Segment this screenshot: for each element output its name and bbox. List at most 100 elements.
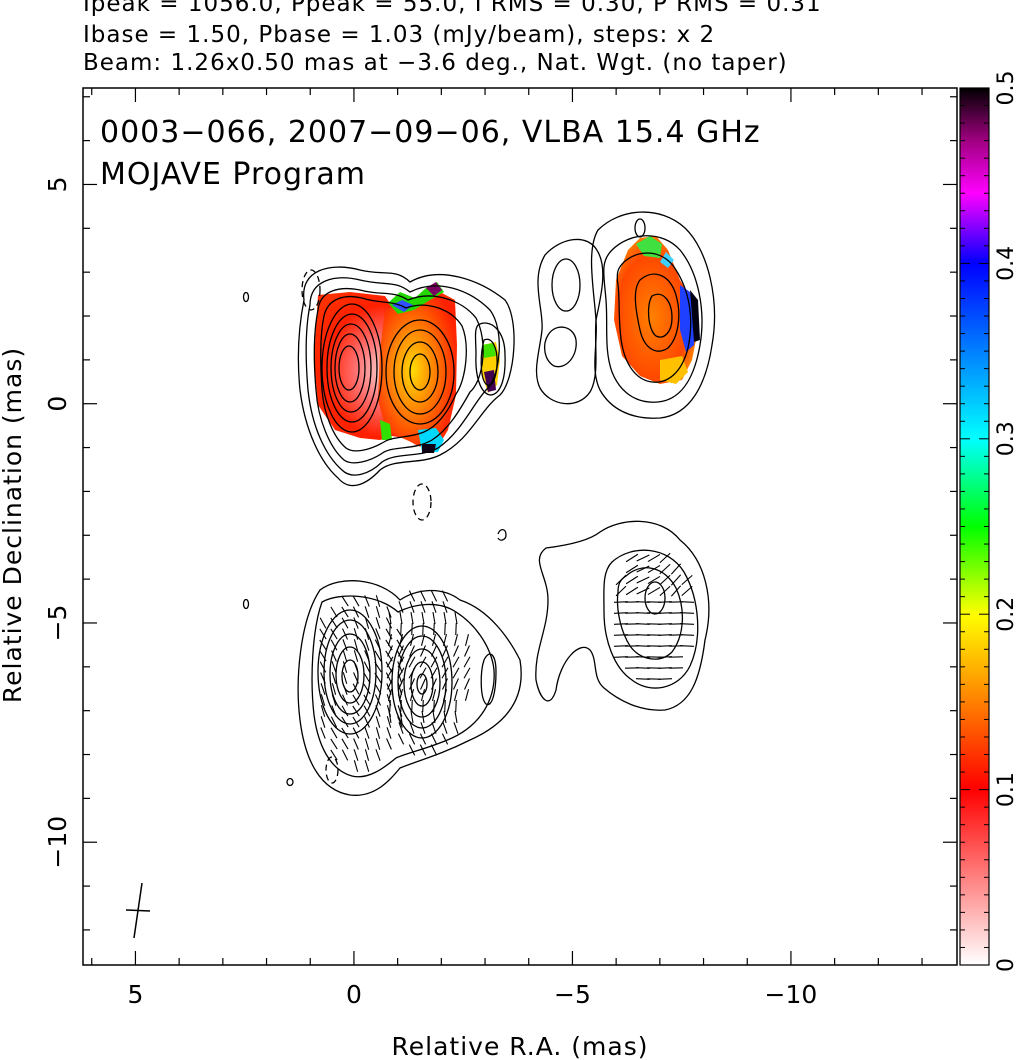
x-tick-label: 0 bbox=[346, 980, 362, 1009]
evpa-vector bbox=[341, 749, 349, 761]
contour bbox=[311, 595, 495, 778]
evpa-vector bbox=[364, 628, 370, 640]
evpa-vector bbox=[353, 628, 359, 640]
evpa-vector bbox=[363, 661, 371, 673]
evpa-vector bbox=[331, 683, 337, 695]
contour bbox=[286, 777, 294, 787]
evpa-vector bbox=[397, 667, 405, 679]
evpa-vector bbox=[420, 678, 426, 690]
colorbar-tick-label: 0.2 bbox=[994, 597, 1019, 632]
evpa-vector bbox=[681, 574, 693, 586]
evpa-vector bbox=[320, 694, 326, 706]
header-line-1: Ipeak = 1056.0, Ppeak = 55.0, I RMS = 0.… bbox=[83, 0, 822, 17]
evpa-vector bbox=[454, 710, 458, 724]
evpa-vector bbox=[363, 694, 371, 706]
x-tick-label: −10 bbox=[765, 980, 818, 1009]
evpa-vector bbox=[409, 645, 415, 657]
evpa-vector bbox=[431, 689, 437, 701]
axis-tick-labels: 5 0 −5 −10 5 0 −5 −10 bbox=[43, 177, 817, 1009]
evpa-vector bbox=[679, 623, 695, 625]
evpa-vector bbox=[330, 716, 338, 728]
evpa-vector bbox=[409, 722, 415, 734]
colorbar-tick-labels: 0 0.1 0.2 0.3 0.4 0.5 bbox=[994, 71, 1019, 973]
evpa-vector bbox=[342, 661, 348, 673]
evpa-vector bbox=[320, 716, 326, 728]
evpa-vector bbox=[441, 733, 449, 745]
pol-fraction-edge-left bbox=[380, 420, 392, 440]
evpa-vector bbox=[452, 656, 460, 668]
y-tick-label: −10 bbox=[43, 816, 72, 869]
evpa-vector bbox=[408, 667, 416, 679]
evpa-vector bbox=[331, 694, 337, 706]
evpa-vector bbox=[342, 683, 348, 695]
contour bbox=[338, 345, 360, 391]
evpa-vector bbox=[342, 672, 348, 684]
evpa-vector bbox=[453, 645, 459, 657]
evpa-vector bbox=[385, 617, 393, 629]
evpa-vector bbox=[320, 727, 326, 739]
evpa-vector bbox=[400, 622, 402, 636]
evpa-vector bbox=[659, 574, 671, 586]
evpa-vector bbox=[647, 564, 661, 574]
evpa-vector bbox=[453, 678, 459, 690]
evpa-vector bbox=[386, 727, 392, 739]
evpa-vector bbox=[341, 694, 349, 706]
contour bbox=[326, 313, 378, 423]
evpa-vector bbox=[352, 716, 360, 728]
contour bbox=[334, 333, 366, 403]
evpa-vector bbox=[342, 650, 348, 662]
evpa-vector bbox=[331, 705, 337, 717]
evpa-vector bbox=[431, 678, 437, 690]
contour bbox=[603, 235, 703, 403]
evpa-vector bbox=[398, 601, 404, 613]
evpa-vector bbox=[341, 617, 349, 629]
evpa-vector bbox=[625, 586, 639, 596]
contour bbox=[341, 659, 359, 693]
evpa-vector bbox=[408, 656, 416, 668]
evpa-vector bbox=[341, 716, 349, 728]
evpa-vector bbox=[647, 586, 661, 596]
evpa-vector bbox=[432, 611, 436, 625]
evpa-vector bbox=[431, 634, 437, 646]
polarization-color-overlay bbox=[314, 236, 700, 453]
intensity-contours-lower bbox=[242, 520, 710, 796]
evpa-vector bbox=[374, 639, 382, 651]
contour bbox=[401, 341, 439, 403]
evpa-vector bbox=[659, 563, 671, 575]
contour bbox=[535, 520, 710, 711]
evpa-vector bbox=[389, 622, 391, 636]
evpa-vector bbox=[625, 553, 639, 563]
pol-fraction-outer-bottom bbox=[660, 356, 688, 384]
evpa-vector bbox=[442, 645, 448, 657]
contour bbox=[403, 648, 441, 718]
colorbar-tick-label: 0 bbox=[994, 958, 1019, 972]
evpa-vector bbox=[320, 672, 326, 684]
evpa-vector bbox=[442, 722, 448, 734]
contour bbox=[305, 277, 500, 476]
evpa-vector bbox=[374, 694, 382, 706]
contour bbox=[634, 273, 680, 352]
x-tick-label: 5 bbox=[127, 980, 143, 1009]
evpa-vector bbox=[374, 650, 382, 662]
evpa-vector bbox=[352, 595, 360, 607]
evpa-vector bbox=[433, 622, 435, 636]
contour bbox=[317, 609, 383, 735]
evpa-vector bbox=[364, 617, 370, 629]
evpa-vector bbox=[679, 634, 695, 636]
evpa-vector bbox=[408, 744, 416, 756]
evpa-vector bbox=[442, 689, 448, 701]
intensity-contours-upper bbox=[242, 211, 716, 541]
evpa-vector bbox=[352, 727, 360, 739]
evpa-vector bbox=[464, 689, 470, 701]
y-tick-label: 0 bbox=[43, 396, 72, 412]
contour bbox=[297, 580, 522, 796]
evpa-vector bbox=[353, 661, 359, 673]
evpa-vector bbox=[386, 606, 392, 618]
evpa-vector bbox=[443, 710, 447, 724]
colorbar-tick-label: 0.5 bbox=[994, 71, 1019, 106]
evpa-vector bbox=[410, 611, 414, 625]
contour bbox=[634, 218, 646, 238]
evpa-vector bbox=[420, 601, 426, 613]
